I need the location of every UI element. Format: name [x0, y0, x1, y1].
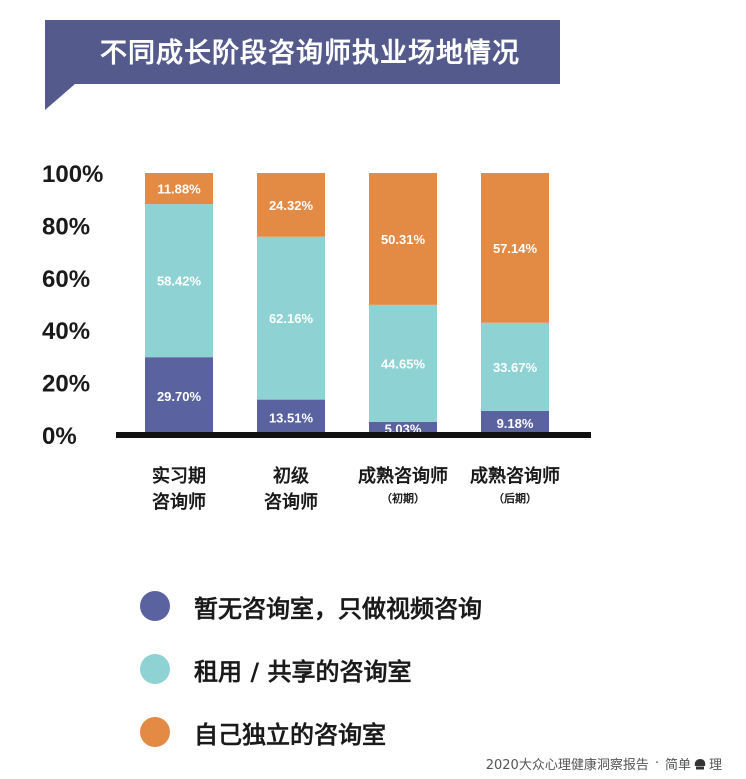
data-label-0-0: 29.70%	[157, 389, 202, 404]
category-label-2-line1: 成熟咨询师	[358, 465, 448, 487]
category-label-3-line2: （后期）	[493, 491, 537, 505]
legend-label-shared: 租用 / 共享的咨询室	[194, 657, 412, 686]
bar-segment-1-1	[257, 236, 325, 400]
footer: 2020大众心理健康洞察报告 · 简单 理	[486, 754, 722, 773]
category-label-0-line2: 咨询师	[152, 491, 206, 513]
data-label-0-1: 58.42%	[157, 274, 202, 289]
chart-title: 不同成长阶段咨询师执业场地情况	[100, 38, 520, 68]
bar-segment-2-2	[369, 173, 437, 305]
y-tick-label-2: 40%	[42, 318, 90, 345]
bar-segment-3-2	[481, 173, 549, 323]
y-tick-label-3: 60%	[42, 266, 90, 293]
y-tick-label-0: 0%	[42, 423, 77, 450]
bar-segment-3-1	[481, 322, 549, 411]
brain-logo-icon	[694, 758, 706, 769]
category-label-2-line2: （初期）	[381, 491, 425, 505]
bar-segment-3-0	[481, 410, 549, 435]
data-label-1-2: 24.32%	[269, 198, 314, 213]
data-label-1-0: 13.51%	[269, 410, 314, 425]
title-banner-shape	[45, 20, 560, 110]
legend-item-shared: 租用 / 共享的咨询室	[140, 651, 411, 687]
bar-segment-2-0	[369, 421, 437, 435]
y-tick-label-5: 100%	[42, 161, 103, 188]
legend-item-none: 暂无咨询室，只做视频咨询	[140, 588, 482, 624]
bar-segment-1-0	[257, 399, 325, 435]
legend-label-own: 自己独立的咨询室	[194, 720, 386, 749]
legend-swatch-none	[140, 591, 170, 621]
data-label-0-2: 11.88%	[157, 182, 201, 197]
bar-segment-0-1	[145, 204, 213, 358]
legend-swatch-own	[140, 717, 170, 747]
y-tick-label-1: 20%	[42, 371, 90, 398]
bar-segment-2-1	[369, 304, 437, 422]
category-label-1-line2: 咨询师	[264, 491, 318, 513]
footer-brand-start: 简单	[664, 758, 691, 773]
legend-swatch-shared	[140, 654, 170, 684]
footer-report-name: 2020大众心理健康洞察报告	[485, 758, 649, 773]
bar-segment-0-2	[145, 173, 213, 205]
title-banner	[45, 20, 560, 110]
stacked-bar-chart: 0% 20% 40% 60% 80% 100% 29.70% 58.42% 11.88% 13.5…	[42, 161, 591, 513]
bar-segment-0-0	[145, 357, 213, 435]
legend-label-none: 暂无咨询室，只做视频咨询	[194, 594, 482, 623]
category-label-0-line1: 实习期	[152, 465, 206, 487]
data-label-3-2: 57.14%	[493, 241, 538, 256]
data-label-3-0: 9.18%	[497, 416, 534, 431]
data-label-2-1: 44.65%	[381, 356, 426, 371]
bar-segment-1-2	[257, 173, 325, 237]
data-label-1-1: 62.16%	[269, 311, 314, 326]
footer-brand-end: 理	[708, 758, 722, 773]
category-label-1-line1: 初级	[273, 465, 310, 487]
legend-item-own: 自己独立的咨询室	[140, 714, 386, 750]
y-tick-label-4: 80%	[42, 213, 90, 240]
category-label-3-line1: 成熟咨询师	[470, 465, 560, 487]
data-label-2-2: 50.31%	[381, 232, 426, 247]
footer-separator: ·	[654, 756, 659, 771]
data-label-3-1: 33.67%	[493, 360, 538, 375]
